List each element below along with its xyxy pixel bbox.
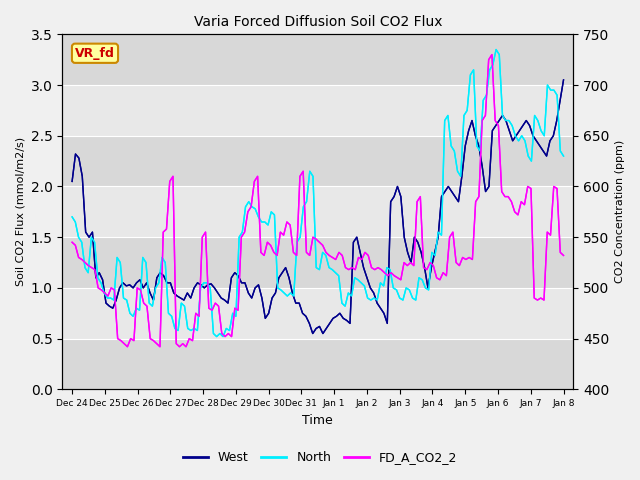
FD_A_CO2_2	[68, 240, 76, 245]
West	[187, 295, 195, 301]
West	[309, 331, 317, 336]
X-axis label: Time: Time	[303, 414, 333, 427]
FD_A_CO2_2	[147, 336, 154, 341]
Legend: West, North, FD_A_CO2_2: West, North, FD_A_CO2_2	[178, 446, 462, 469]
Bar	[62, 338, 573, 389]
North	[495, 52, 503, 58]
Bar	[62, 85, 573, 136]
Bar	[62, 186, 573, 237]
West	[559, 77, 567, 83]
North	[473, 143, 481, 149]
Y-axis label: Soil CO2 Flux (mmol/m2/s): Soil CO2 Flux (mmol/m2/s)	[15, 137, 25, 287]
North	[383, 265, 390, 271]
West	[360, 265, 367, 271]
FD_A_CO2_2	[400, 260, 408, 265]
Bar	[62, 136, 573, 186]
Bar	[62, 288, 573, 338]
FD_A_CO2_2	[390, 273, 398, 278]
FD_A_CO2_2	[241, 229, 248, 235]
North	[245, 199, 253, 204]
Bar	[62, 35, 573, 85]
Line: West: West	[72, 80, 563, 334]
FD_A_CO2_2	[559, 252, 567, 258]
FD_A_CO2_2	[488, 52, 496, 58]
FD_A_CO2_2	[124, 344, 131, 349]
Y-axis label: CO2 Concentration (ppm): CO2 Concentration (ppm)	[615, 140, 625, 284]
West	[126, 282, 134, 288]
West	[190, 285, 198, 291]
West	[319, 331, 327, 336]
North	[559, 153, 567, 159]
North	[212, 334, 220, 339]
West	[68, 179, 76, 184]
North	[492, 47, 500, 52]
North	[68, 214, 76, 220]
North	[242, 204, 250, 210]
Line: FD_A_CO2_2: FD_A_CO2_2	[72, 55, 563, 347]
Line: North: North	[72, 49, 563, 336]
Title: Varia Forced Diffusion Soil CO2 Flux: Varia Forced Diffusion Soil CO2 Flux	[193, 15, 442, 29]
FD_A_CO2_2	[195, 313, 203, 319]
West	[207, 281, 215, 287]
Text: VR_fd: VR_fd	[75, 47, 115, 60]
Bar	[62, 237, 573, 288]
FD_A_CO2_2	[84, 263, 92, 268]
North	[438, 232, 445, 238]
